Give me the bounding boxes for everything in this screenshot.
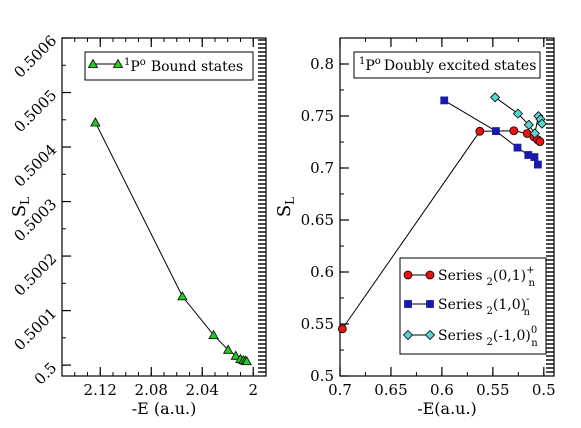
y-tick-label: 0.7: [310, 159, 334, 177]
x-tick-label: 0.6: [430, 381, 454, 399]
y-tick-label: 0.5005: [11, 86, 61, 136]
plot-frame: [339, 37, 555, 377]
x-tick-label: 0.55: [476, 381, 509, 399]
data-point: [490, 92, 501, 103]
legend-label: 1Po Bound states: [124, 57, 243, 75]
data-point: [208, 329, 219, 340]
y-tick-label: 0.5002: [11, 250, 61, 300]
series-3: [490, 92, 548, 139]
data-point: [509, 126, 519, 136]
data-point: [440, 96, 449, 105]
y-tick-label: 0.6: [310, 263, 334, 281]
y-tick-label: 0.5: [310, 367, 334, 385]
data-point: [475, 126, 485, 136]
legend-label: Series 2(0,1)+ n: [438, 265, 535, 289]
legend-label: Series 2(-1,0)0 n: [438, 325, 538, 349]
data-point: [177, 291, 188, 301]
data-point: [533, 160, 542, 169]
legend: 1Po Bound states: [84, 51, 254, 81]
data-point: [536, 118, 548, 129]
series-2: [440, 96, 542, 169]
x-tick-label: 0.7: [328, 381, 352, 399]
legend-marker: [426, 300, 434, 308]
y-tick-label: 0.5004: [11, 141, 61, 191]
x-tick-label: 2.08: [135, 381, 168, 399]
legend-marker: [403, 270, 413, 280]
title-box-label: 1Po Doubly excited states: [359, 56, 536, 74]
chart-panel-1: 2.12 2.08 2.04 20.50.50010.50020.50030.5004…: [9, 32, 267, 418]
y-axis-label: SL: [9, 197, 32, 217]
y-tick-label: 0.55: [301, 315, 334, 333]
data-point: [337, 324, 347, 334]
x-tick-label: 2.04: [186, 381, 219, 399]
legend-marker: [404, 300, 412, 308]
series-line: [94, 122, 247, 362]
data-point: [230, 350, 241, 360]
legend: Series 2(0,1)+ n Series 2(1,0)-n Series 2(-1,0…: [399, 257, 547, 355]
plot-frame: [61, 37, 267, 377]
series-1: [337, 126, 545, 334]
legend-marker: [425, 270, 435, 280]
x-tick-label: 0.65: [374, 381, 407, 399]
data-point: [529, 128, 540, 139]
title-box-frame: [353, 51, 541, 79]
data-point: [512, 108, 523, 119]
y-tick-label: 0.5001: [11, 304, 61, 354]
data-point: [241, 355, 252, 366]
data-point: [523, 119, 534, 130]
legend-box: [84, 51, 254, 81]
x-tick-label: 2: [248, 381, 258, 399]
y-tick-label: 0.5006: [11, 32, 61, 82]
data-point: [530, 153, 539, 161]
legend-marker: [402, 329, 414, 341]
data-point: [535, 137, 545, 146]
x-tick-label: 0.5: [532, 381, 556, 399]
y-axis-label: SL: [274, 197, 297, 217]
y-tick-label: 0.8: [310, 55, 334, 73]
y-tick-label: 0.75: [301, 107, 334, 125]
data-point: [90, 117, 101, 127]
legend-label: Series 2(1,0)-n: [438, 294, 530, 318]
data-point: [492, 127, 500, 135]
x-axis-label: -E(a.u.): [417, 399, 477, 418]
data-point: [222, 344, 234, 354]
y-tick-label: 0.65: [301, 211, 334, 229]
legend-marker: [112, 58, 124, 68]
legend-marker: [424, 329, 436, 341]
x-axis-label: -E (a.u.): [132, 399, 197, 418]
legend-marker: [87, 58, 99, 68]
title-box: 1Po Doubly excited states: [353, 51, 541, 79]
data-point: [513, 143, 522, 152]
chart-panel-2: 0.7 0.65 0.6 0.55 0.5 0.5 0.55 0.6 0.65 0.7 0.75 0.…: [274, 37, 556, 418]
legend-box: [399, 257, 547, 355]
y-tick-label: 0.5: [31, 359, 61, 389]
x-tick-label: 2.12: [84, 381, 117, 399]
series-1: [90, 117, 252, 366]
